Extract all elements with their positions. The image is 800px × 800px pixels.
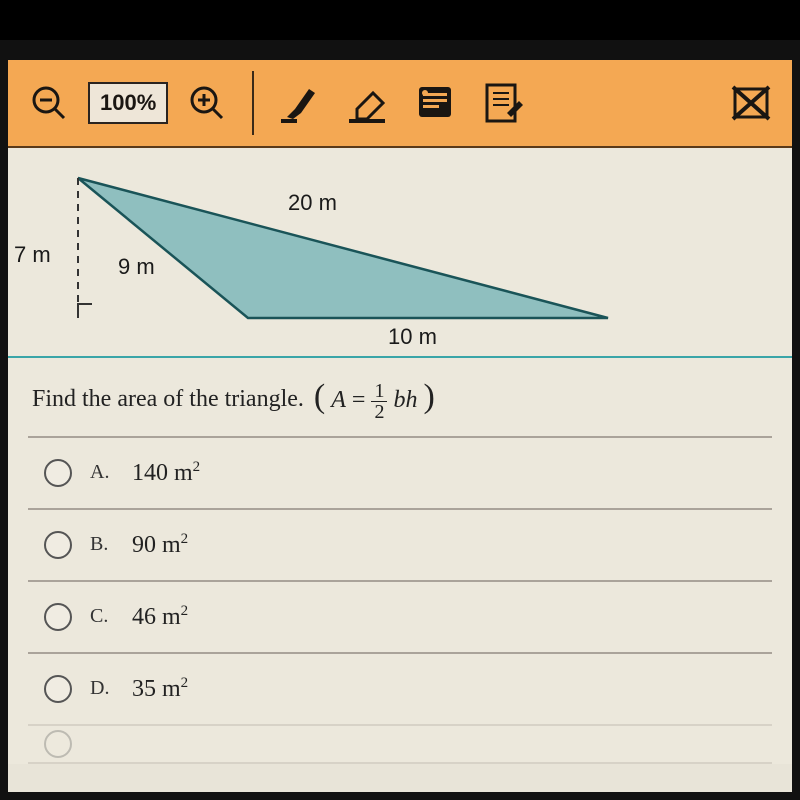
answer-option-d[interactable]: D. 35 m2 [28, 652, 772, 724]
formula-fraction: 1 2 [371, 381, 387, 422]
radio-icon[interactable] [44, 603, 72, 631]
answer-letter: D. [90, 677, 114, 700]
zoom-in-icon[interactable] [178, 74, 236, 132]
label-side-20: 20 m [288, 190, 337, 216]
answer-letter: B. [90, 533, 114, 556]
highlighter-icon[interactable] [270, 74, 328, 132]
radio-icon[interactable] [44, 675, 72, 703]
label-height-7: 7 m [14, 242, 51, 268]
label-side-9: 9 m [118, 254, 155, 280]
toolbar-divider [252, 71, 254, 135]
formula-bh: bh [393, 387, 417, 413]
answer-letter: C. [90, 605, 114, 628]
zoom-out-icon[interactable] [20, 74, 78, 132]
answer-letter: A. [90, 461, 114, 484]
reader-icon[interactable] [406, 74, 464, 132]
answer-option-b[interactable]: B. 90 m2 [28, 508, 772, 580]
app-screen: 100% [0, 40, 800, 800]
answer-value: 90 m2 [132, 531, 188, 559]
answer-value: 140 m2 [132, 459, 200, 487]
formula-var: A [331, 387, 346, 413]
answer-value: 35 m2 [132, 675, 188, 703]
toolbar: 100% [8, 60, 792, 148]
formula-eq: = [352, 387, 366, 413]
answer-value: 46 m2 [132, 603, 188, 631]
notes-icon[interactable] [474, 74, 532, 132]
zoom-level[interactable]: 100% [88, 82, 168, 124]
answer-option-a[interactable]: A. 140 m2 [28, 436, 772, 508]
triangle-figure: 20 m 7 m 9 m 10 m [8, 148, 792, 358]
question-prefix: Find the area of the triangle. [32, 386, 304, 413]
label-base-10: 10 m [388, 324, 437, 350]
answer-option-partial[interactable] [28, 724, 772, 764]
formula: ( A = 1 2 bh ) [314, 378, 435, 422]
eraser-icon[interactable] [338, 74, 396, 132]
fraction-num: 1 [371, 381, 387, 402]
answer-option-c[interactable]: C. 46 m2 [28, 580, 772, 652]
strikethrough-icon[interactable] [722, 74, 780, 132]
radio-icon[interactable] [44, 531, 72, 559]
radio-icon[interactable] [44, 459, 72, 487]
question-text: Find the area of the triangle. ( A = 1 2… [8, 358, 792, 436]
content-area: 20 m 7 m 9 m 10 m Find the area of the t… [8, 148, 792, 764]
radio-icon[interactable] [44, 730, 72, 758]
fraction-den: 2 [371, 402, 387, 422]
answer-list: A. 140 m2 B. 90 m2 C. 46 m2 D. 35 m2 [8, 436, 792, 764]
